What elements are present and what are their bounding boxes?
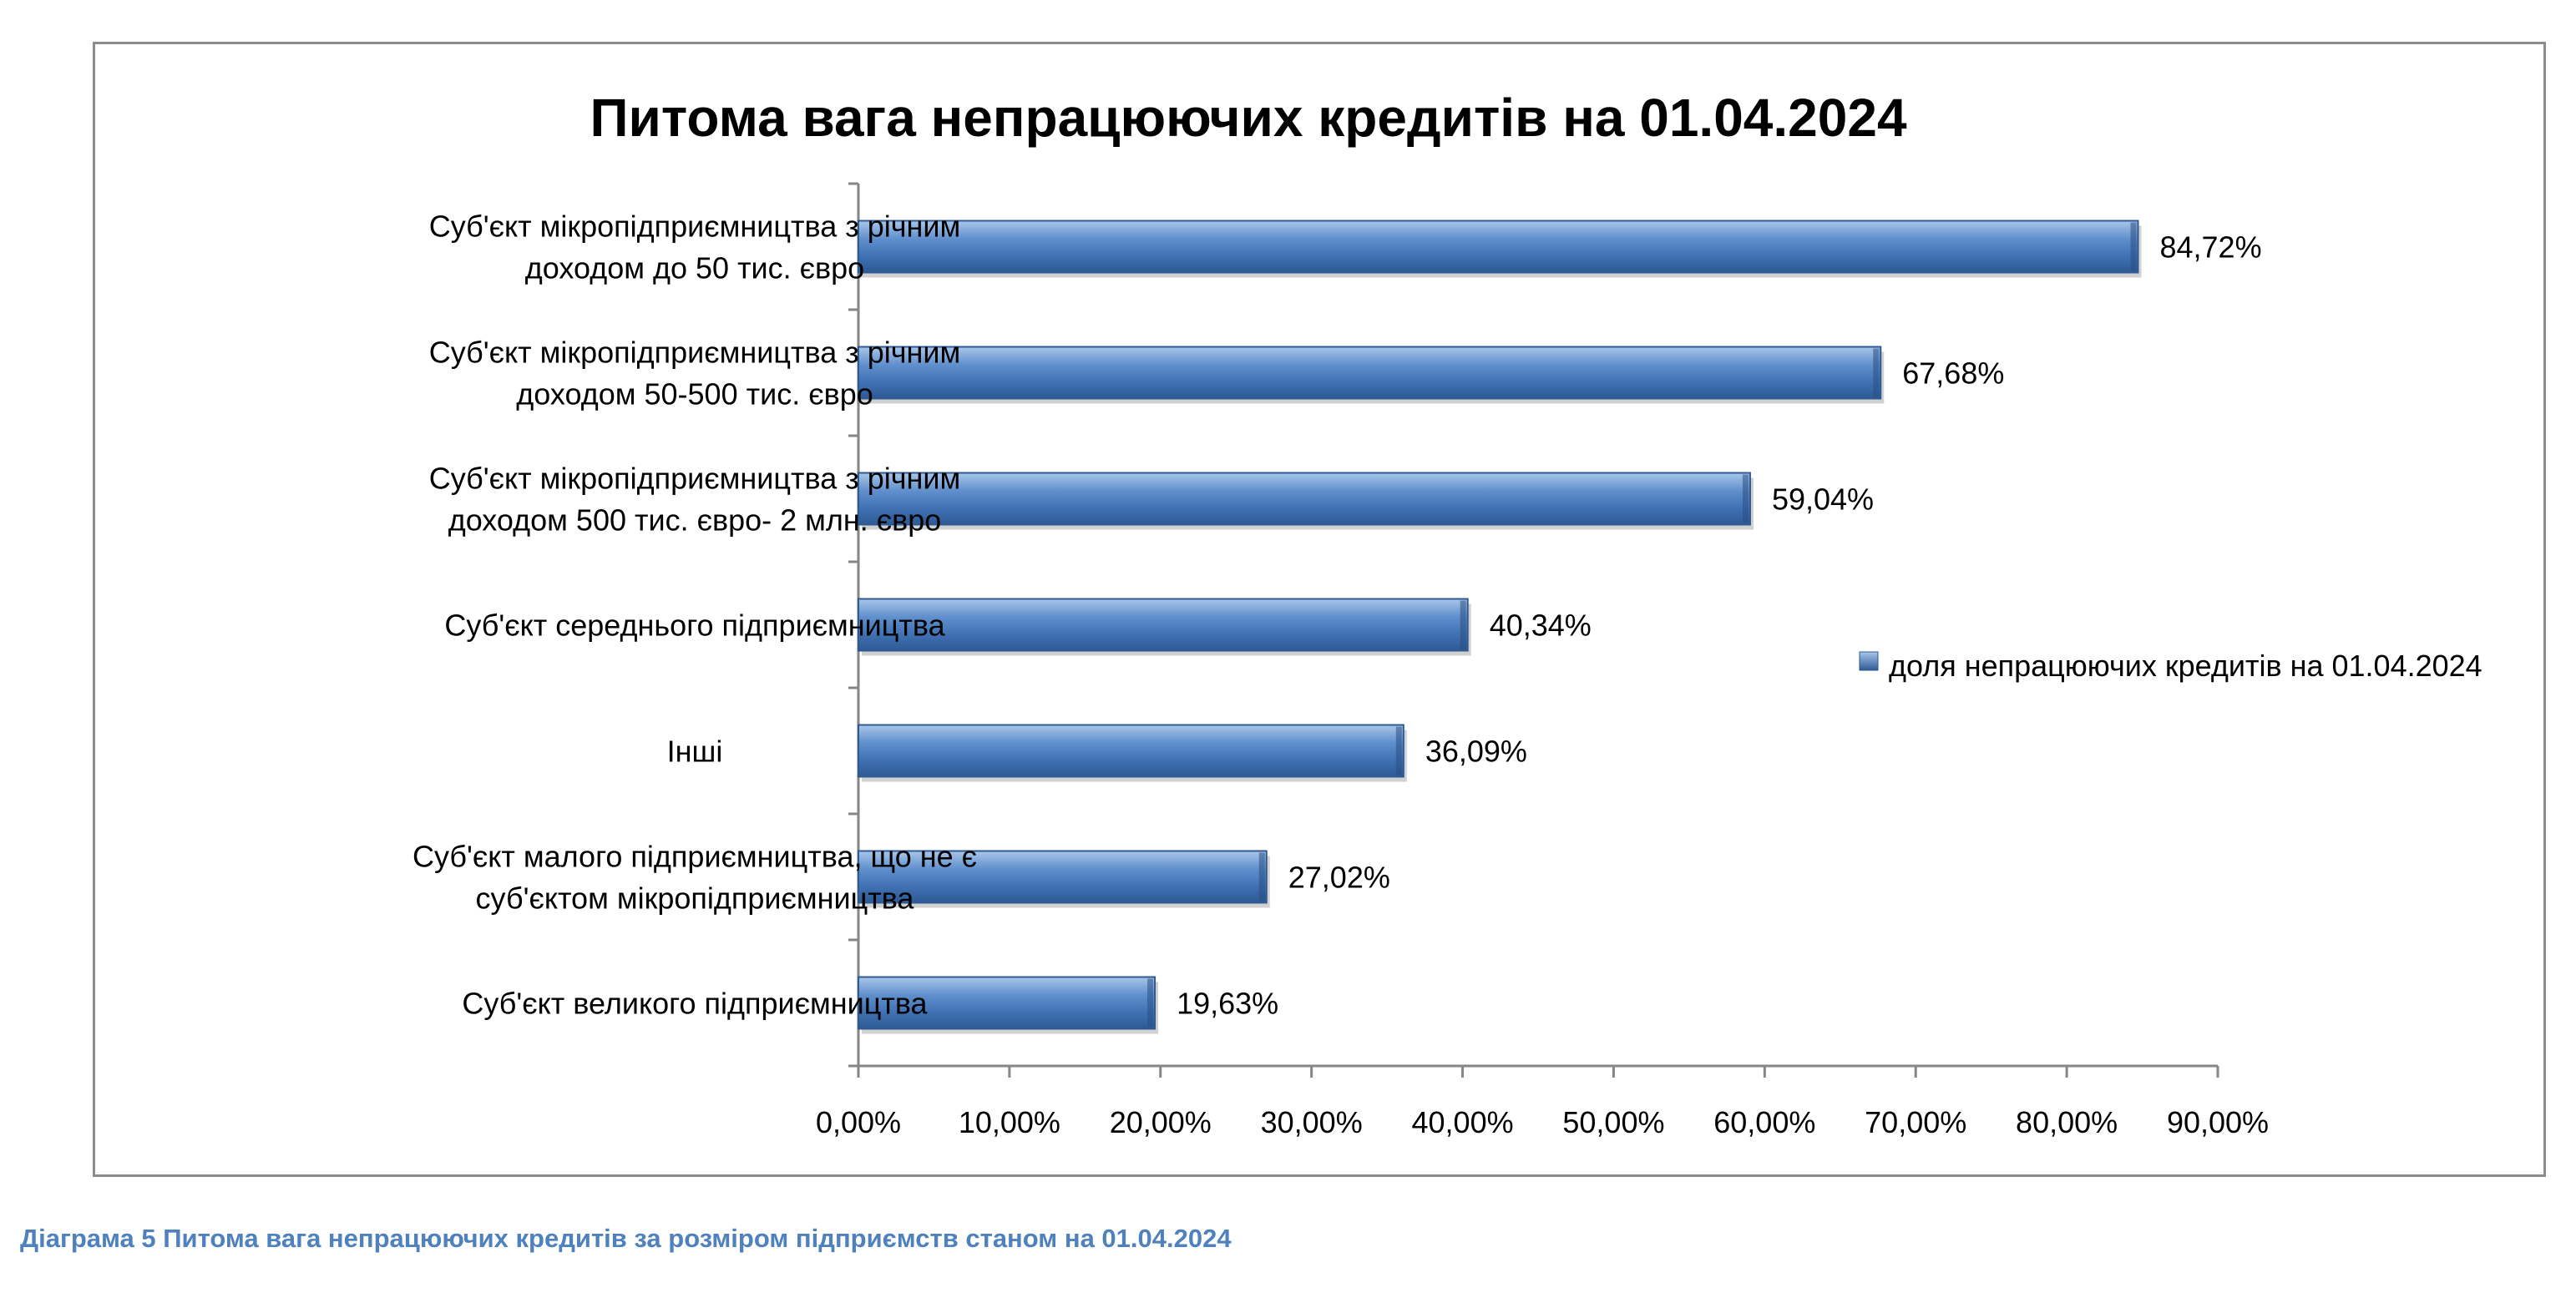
category-label: Суб'єкт мікропідприємництва з річним xyxy=(429,210,961,244)
x-tick-label: 30,00% xyxy=(1261,1105,1363,1139)
bar-end-cap xyxy=(2130,222,2137,271)
category-label: доходом 50-500 тис. євро xyxy=(516,377,873,412)
x-tick-label: 10,00% xyxy=(959,1105,1060,1139)
bar-data-label: 36,09% xyxy=(1425,735,1527,769)
bar-data-label: 67,68% xyxy=(1902,356,2004,391)
category-label: доходом 500 тис. євро- 2 млн. євро xyxy=(448,503,942,538)
legend-label: доля непрацюючих кредитів на 01.04.2024 xyxy=(1889,649,2482,683)
bar xyxy=(858,850,1268,904)
category-label: доходом до 50 тис. євро xyxy=(525,251,864,285)
x-tick-label: 50,00% xyxy=(1562,1105,1664,1139)
category-labels: Суб'єкт мікропідприємництва з річним дохо… xyxy=(412,210,977,1021)
chart-bars: 84,72% 67,68% 59,04% 40,34% 36,09% 27,02% 19,6… xyxy=(858,220,2262,1034)
x-tick-label: 80,00% xyxy=(2016,1105,2118,1139)
bar-end-cap xyxy=(1460,600,1466,649)
bar-end-cap xyxy=(1147,978,1154,1028)
chart-title: Питома вага непрацюючих кредитів на 01.0… xyxy=(590,88,1906,148)
x-tick-label: 20,00% xyxy=(1110,1105,1212,1139)
x-tick-label: 40,00% xyxy=(1412,1105,1514,1139)
x-tick-label: 0,00% xyxy=(816,1105,901,1139)
category-label: Суб'єкт великого підприємництва xyxy=(462,987,928,1021)
bar xyxy=(858,472,1751,526)
bar-end-cap xyxy=(1395,726,1402,775)
category-label: суб'єктом мікропідприємництва xyxy=(476,881,915,916)
bar-data-label: 59,04% xyxy=(1772,482,1874,517)
bar xyxy=(858,976,1156,1030)
x-tick-label: 90,00% xyxy=(2167,1105,2269,1139)
bar-data-label: 84,72% xyxy=(2159,230,2261,265)
legend-swatch xyxy=(1859,651,1879,671)
bar xyxy=(858,598,1469,652)
bar-end-cap xyxy=(1873,348,1880,397)
bar-end-cap xyxy=(1258,852,1265,901)
x-tick-label: 60,00% xyxy=(1713,1105,1815,1139)
bar-data-label: 40,34% xyxy=(1490,609,1592,643)
bar xyxy=(858,346,1882,400)
bar-data-label: 27,02% xyxy=(1288,861,1390,895)
x-tick-labels: 0,00% 10,00% 20,00% 30,00% 40,00% 50,00% 60,00… xyxy=(816,1105,2269,1139)
bar xyxy=(858,724,1404,778)
figure-caption: Діаграма 5 Питома вага непрацюючих креди… xyxy=(20,1224,1232,1253)
category-label: Суб'єкт мікропідприємництва з річним xyxy=(429,462,961,496)
x-tick-label: 70,00% xyxy=(1865,1105,1966,1139)
category-label: Суб'єкт середнього підприємництва xyxy=(444,609,945,643)
bar-data-label: 19,63% xyxy=(1177,987,1278,1021)
bar xyxy=(858,220,2139,274)
category-label: Суб'єкт мікропідприємництва з річним xyxy=(429,336,961,370)
category-label: Інші xyxy=(667,735,723,769)
legend: доля непрацюючих кредитів на 01.04.2024 xyxy=(1859,649,2482,683)
category-label: Суб'єкт малого підприємництва, що не є xyxy=(412,840,977,874)
bar-end-cap xyxy=(1742,474,1749,523)
